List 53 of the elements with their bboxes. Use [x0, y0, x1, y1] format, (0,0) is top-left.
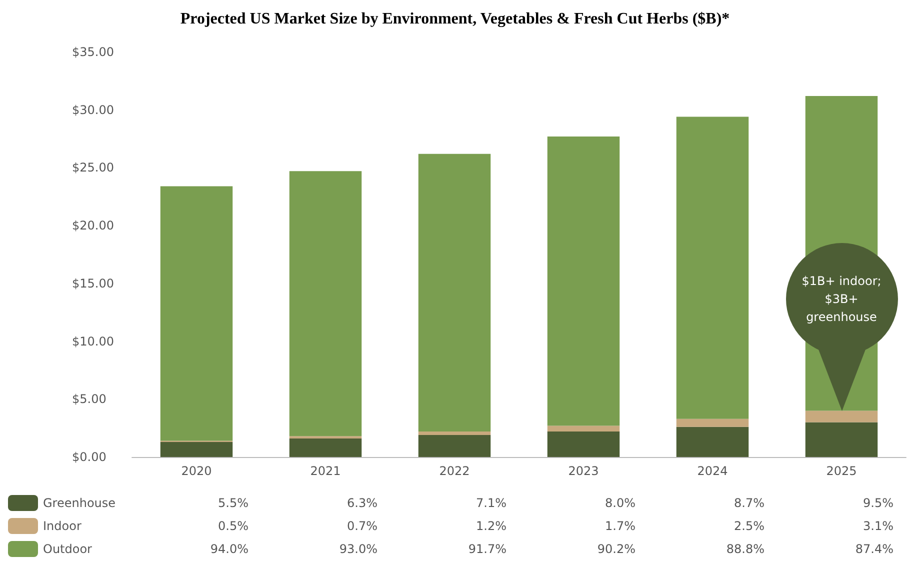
text: 94.0% [210, 542, 248, 556]
x-tick-label: 2020 [181, 464, 212, 478]
text: 2.5% [734, 519, 764, 533]
bar [160, 186, 233, 441]
y-tick-label: $15.00 [72, 276, 114, 290]
y-tick-label: $10.00 [72, 334, 114, 348]
text: 88.8% [726, 542, 764, 556]
text: 9.5% [863, 496, 894, 510]
text: 8.0% [605, 496, 636, 510]
bar [547, 136, 620, 426]
text: 91.7% [468, 542, 506, 556]
bar [289, 171, 362, 436]
text: 7.1% [476, 496, 506, 510]
bar [160, 442, 233, 457]
y-tick-label: $30.00 [72, 102, 114, 117]
text: 93.0% [339, 542, 378, 556]
bar [547, 426, 620, 432]
x-tick-label: 2023 [568, 464, 599, 478]
y-tick-label: $0.00 [72, 450, 106, 464]
bar [418, 435, 491, 457]
y-tick-label: $5.00 [72, 392, 106, 406]
text: 1.7% [605, 519, 636, 533]
legend-label: Greenhouse [43, 496, 116, 510]
text: 87.4% [855, 542, 894, 556]
text: 90.2% [597, 542, 636, 556]
x-tick-label: 2022 [439, 464, 470, 478]
callout-pin: $1B+ indoor; $3B+ greenhouse [786, 242, 898, 411]
x-tick-label: 2021 [310, 464, 341, 478]
bar [676, 426, 749, 457]
bar [805, 410, 878, 422]
bar [289, 438, 362, 457]
bar [805, 422, 878, 457]
text: 0.7% [347, 519, 378, 533]
bar [418, 432, 491, 436]
text: 1.2% [476, 519, 506, 533]
legend-label: Indoor [43, 519, 82, 533]
annotation: $1B+ indoor; $3B+ greenhouse [800, 272, 882, 326]
y-tick-label: $20.00 [72, 218, 114, 233]
text: 8.7% [734, 496, 764, 510]
text: 0.5% [218, 519, 248, 533]
chart-title: Projected US Market Size by Environment, Vegetables & Fresh Cut Herbs ($B)* [180, 10, 730, 28]
text: 5.5% [218, 496, 248, 510]
text: 3.1% [863, 519, 894, 533]
x-tick-label: 2024 [697, 464, 728, 478]
x-tick-label: 2025 [826, 464, 857, 478]
y-tick-label: $35.00 [72, 45, 114, 59]
bar [547, 432, 620, 457]
legend-label: Outdoor [43, 542, 92, 556]
text: 6.3% [347, 496, 378, 510]
bar [676, 418, 749, 427]
bar [418, 154, 491, 432]
bar [676, 116, 749, 419]
y-tick-label: $25.00 [72, 160, 114, 175]
